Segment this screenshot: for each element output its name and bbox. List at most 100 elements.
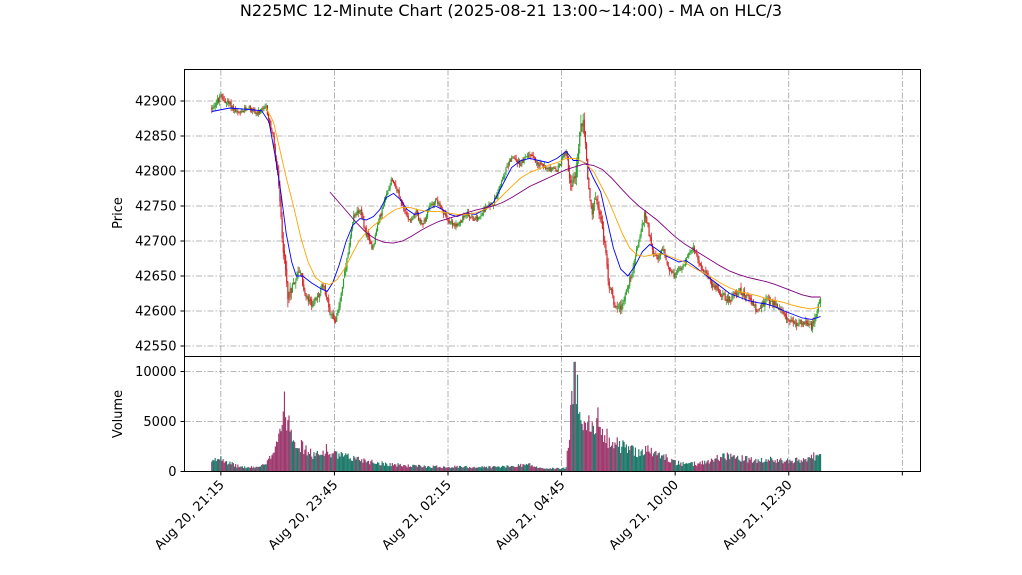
volume-bar [288, 415, 290, 472]
candle-body [235, 109, 237, 112]
candle-body [242, 111, 245, 113]
candle-body [549, 166, 551, 171]
candle-body [573, 176, 575, 182]
candle-body [810, 323, 813, 329]
volume-bar [281, 424, 283, 472]
volume-bar [546, 468, 548, 472]
volume-bar [446, 467, 448, 472]
volume-bar [660, 455, 663, 472]
volume-bar [593, 434, 596, 472]
candle-body [804, 322, 806, 324]
volume-bar [608, 437, 610, 472]
volume-bar [366, 461, 368, 472]
candle-body [253, 108, 255, 110]
volume-bar [595, 433, 597, 472]
volume-bar [757, 459, 759, 472]
volume-bar [639, 455, 641, 472]
candle-body [723, 293, 725, 295]
volume-bar [780, 458, 782, 472]
volume-bar [411, 467, 413, 472]
candle-body [315, 298, 317, 300]
candle-body [457, 223, 459, 226]
candle-body [321, 284, 323, 290]
volume-bar [359, 461, 362, 472]
volume-bar [766, 461, 768, 472]
volume-bar [551, 467, 554, 472]
volume-bar [791, 460, 793, 472]
volume-bar [560, 468, 563, 472]
candle-body [688, 253, 690, 257]
candle-body [412, 217, 414, 220]
volume-bar [520, 463, 522, 472]
volume-bar [407, 464, 409, 472]
volume-bar [756, 462, 758, 472]
volume-bar [453, 467, 455, 472]
volume-bar [300, 439, 303, 472]
candle-body [401, 203, 404, 206]
candle-body [313, 299, 315, 307]
volume-bar [298, 448, 300, 472]
volume-bar [672, 459, 674, 472]
volume-bar [534, 467, 537, 472]
volume-bar [428, 465, 430, 472]
volume-bar [557, 467, 559, 472]
volume-bar [265, 464, 267, 472]
candle-body [572, 180, 574, 186]
volume-bars [211, 361, 822, 472]
candle-body [601, 220, 604, 229]
volume-bar [681, 466, 683, 472]
volume-bar [422, 467, 424, 472]
candle-body [415, 210, 417, 214]
volume-bar [337, 458, 339, 472]
candle-body [330, 314, 332, 315]
candle-body [595, 199, 597, 200]
candle-body [675, 272, 677, 275]
candle-body [233, 108, 236, 110]
candle-body [578, 148, 580, 161]
candle-body [436, 199, 438, 201]
candle-body [282, 240, 284, 253]
candle-body [604, 239, 606, 243]
volume-bar [601, 428, 604, 472]
volume-bar [371, 459, 373, 472]
candle-body [799, 319, 801, 322]
candle-body [386, 193, 388, 197]
volume-bar [349, 458, 351, 472]
candle-body [589, 188, 591, 199]
candle-body [466, 211, 468, 216]
candle-body [322, 284, 324, 287]
candle-body [721, 295, 723, 298]
volume-bar [809, 458, 811, 472]
candle-body [308, 299, 311, 302]
volume-bar [727, 454, 730, 472]
volume-bar [213, 460, 215, 472]
candle-body [411, 219, 413, 221]
candle-body [448, 220, 450, 223]
volume-bar [478, 467, 480, 472]
volume-bar [241, 466, 244, 472]
volume-bar [420, 465, 422, 472]
volume-bar [517, 464, 520, 472]
volume-bar [475, 467, 478, 472]
volume-bar [692, 465, 694, 472]
candle-body [341, 287, 343, 293]
volume-bar [598, 426, 600, 472]
candle-body [556, 170, 558, 172]
volume-bar [433, 466, 435, 472]
candle-body [254, 110, 256, 114]
volume-bar [775, 462, 777, 472]
volume-bar [280, 431, 282, 472]
candle-body [376, 225, 379, 231]
candle-body [576, 162, 579, 167]
volume-bar [570, 405, 572, 472]
volume-bar [531, 464, 533, 472]
candle-body [505, 168, 507, 175]
candle-body [516, 159, 518, 164]
candle-body [405, 211, 407, 214]
candle-body [463, 215, 465, 218]
volume-bar [364, 459, 366, 472]
candle-body [300, 273, 303, 275]
candle-body [471, 215, 473, 217]
volume-bar [538, 467, 540, 472]
candle-body [333, 318, 336, 321]
